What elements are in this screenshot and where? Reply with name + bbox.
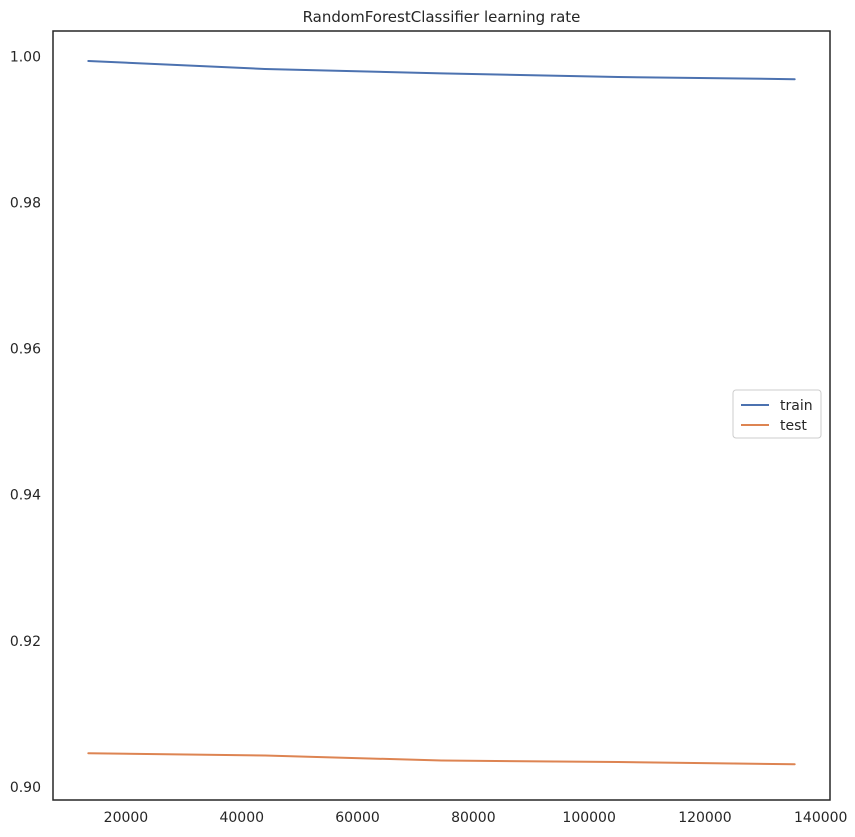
series-line-test	[87, 752, 796, 766]
x-tick-label: 60000	[335, 810, 380, 826]
y-tick-label: 0.92	[10, 634, 41, 650]
x-axis-ticks: 20000 40000 60000 80000 100000 120000 140000	[104, 810, 848, 826]
y-tick-label: 0.94	[10, 488, 41, 504]
x-tick-label: 140000	[794, 810, 847, 826]
series-line-train	[87, 59, 796, 81]
y-axis-ticks: 0.90 0.92 0.94 0.96 0.98 1.00	[10, 50, 41, 796]
series-layer	[87, 59, 796, 766]
legend: train test	[732, 389, 822, 439]
chart-title: RandomForestClassifier learning rate	[303, 8, 581, 26]
x-tick-label: 20000	[104, 810, 149, 826]
plot-frame	[52, 30, 831, 801]
y-tick-label: 0.96	[10, 342, 41, 358]
x-tick-label: 40000	[219, 810, 264, 826]
legend-label-train: train	[780, 398, 813, 414]
y-tick-label: 0.90	[10, 780, 41, 796]
y-tick-label: 1.00	[10, 50, 41, 66]
x-tick-label: 120000	[678, 810, 731, 826]
legend-label-test: test	[780, 418, 807, 434]
y-tick-label: 0.98	[10, 196, 41, 212]
x-tick-label: 100000	[562, 810, 615, 826]
x-tick-label: 80000	[451, 810, 496, 826]
